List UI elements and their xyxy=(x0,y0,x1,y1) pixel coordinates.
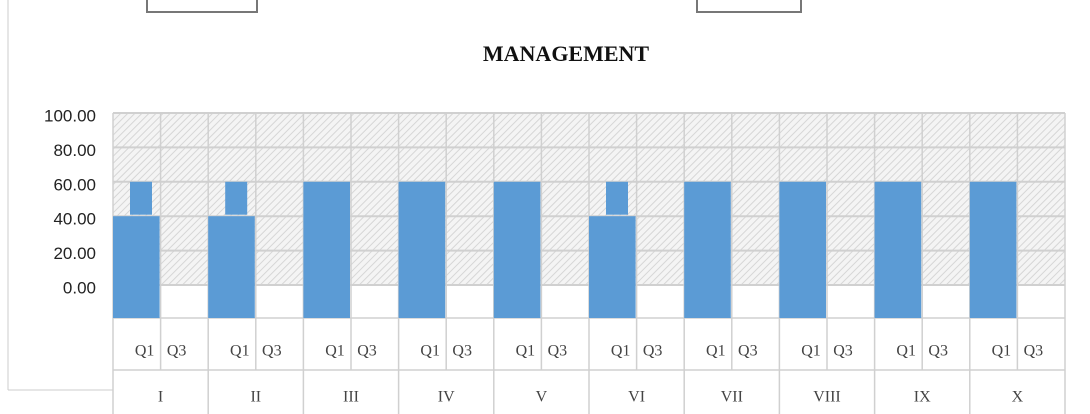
x-subcategory-label: Q3 xyxy=(357,343,377,360)
bar xyxy=(225,181,248,215)
x-subcategory-label: Q3 xyxy=(643,343,663,360)
y-tick-label: 20.00 xyxy=(53,244,96,263)
x-subcategory-label: Q1 xyxy=(611,343,631,360)
bar xyxy=(130,181,152,215)
x-subcategory-label: Q1 xyxy=(230,343,250,360)
x-subcategory-label: Q1 xyxy=(706,343,726,360)
x-group-label: IV xyxy=(438,389,455,406)
x-group-label: VIII xyxy=(813,389,841,406)
bar xyxy=(969,181,1017,318)
x-subcategory-label: Q3 xyxy=(548,343,568,360)
y-tick-label: 0.00 xyxy=(63,278,96,297)
x-subcategory-label: Q3 xyxy=(452,343,472,360)
x-group-label: V xyxy=(536,389,548,406)
x-group-label: II xyxy=(250,389,261,406)
x-subcategory-label: Q3 xyxy=(738,343,758,360)
x-subcategory-label: Q1 xyxy=(325,343,345,360)
bar xyxy=(303,181,350,318)
x-subcategory-label: Q1 xyxy=(896,343,916,360)
x-subcategory-label: Q1 xyxy=(420,343,440,360)
x-subcategory-label: Q1 xyxy=(801,343,821,360)
x-group-label: III xyxy=(343,389,359,406)
bar xyxy=(606,181,628,215)
bar xyxy=(398,181,446,318)
x-group-label: IX xyxy=(914,389,931,406)
x-subcategory-label: Q3 xyxy=(1024,343,1044,360)
x-group-label: VI xyxy=(628,389,645,406)
x-subcategory-label: Q1 xyxy=(135,343,155,360)
bar xyxy=(684,181,731,318)
x-group-label: VII xyxy=(721,389,743,406)
bar xyxy=(493,181,541,318)
x-subcategory-label: Q3 xyxy=(833,343,853,360)
x-subcategory-label: Q1 xyxy=(516,343,536,360)
y-tick-label: 40.00 xyxy=(53,210,96,229)
x-subcategory-label: Q1 xyxy=(992,343,1012,360)
frame-box xyxy=(146,0,258,13)
bar xyxy=(208,216,255,318)
y-tick-label: 80.00 xyxy=(53,141,96,160)
x-subcategory-label: Q3 xyxy=(928,343,948,360)
bar xyxy=(779,181,826,318)
bar xyxy=(589,216,636,318)
y-tick-label: 100.00 xyxy=(44,106,96,125)
bar xyxy=(113,216,160,318)
chart-title: MANAGEMENT xyxy=(483,41,650,66)
y-tick-label: 60.00 xyxy=(53,175,96,194)
x-group-label: X xyxy=(1012,389,1024,406)
x-subcategory-label: Q3 xyxy=(167,343,187,360)
x-group-label: I xyxy=(158,389,163,406)
x-subcategory-label: Q3 xyxy=(262,343,282,360)
bar xyxy=(874,181,922,318)
frame-box xyxy=(696,0,802,13)
